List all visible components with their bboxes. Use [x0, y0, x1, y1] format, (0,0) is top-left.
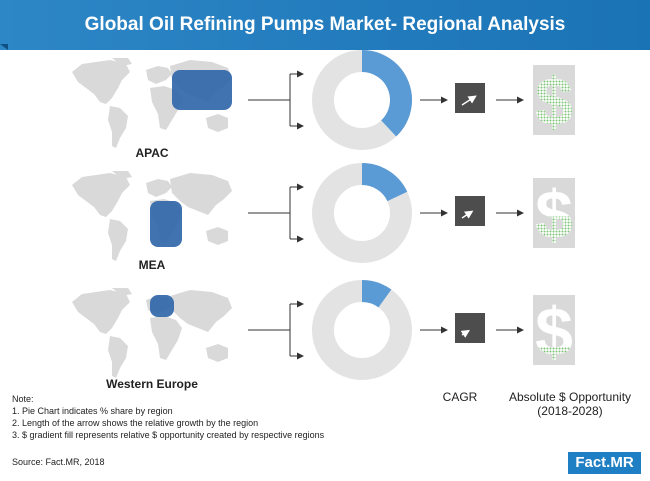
dollar-box	[533, 295, 575, 365]
highlighted-region	[172, 70, 232, 110]
opportunity-period: (2018-2028)	[537, 404, 603, 418]
dollar-icon: $	[535, 64, 573, 140]
dollar-icon: $	[535, 294, 573, 370]
dollar-box	[533, 178, 575, 248]
title-fold	[0, 44, 8, 50]
dollar-fill-icon: $	[535, 64, 573, 140]
factmr-logo[interactable]: Fact.MR	[568, 452, 641, 474]
highlighted-region	[150, 295, 174, 317]
region-row: $$	[72, 163, 575, 263]
notes-heading: Note:	[12, 394, 34, 404]
donut-ring	[312, 280, 412, 380]
dollar-fill-icon: $	[535, 294, 573, 370]
region-label-apac: APAC	[135, 146, 169, 160]
region-row: $$	[72, 280, 575, 380]
source-text: Source: Fact.MR, 2018	[12, 457, 105, 467]
note-item: 1. Pie Chart indicates % share by region	[12, 406, 173, 416]
opportunity-column-label: Absolute $ Opportunity (2018-2028)	[500, 390, 640, 418]
donut-slice	[361, 163, 408, 202]
regional-chart: $$$$$$	[72, 50, 575, 380]
cagr-arrow	[460, 329, 470, 338]
cagr-arrow	[461, 210, 474, 219]
cagr-box	[455, 196, 485, 226]
note-item: 2. Length of the arrow shows the relativ…	[12, 418, 259, 428]
notes: Note: 1. Pie Chart indicates % share by …	[12, 393, 324, 441]
opportunity-label: Absolute $ Opportunity	[508, 390, 632, 404]
donut-slice	[361, 280, 392, 308]
cagr-arrow	[461, 95, 477, 106]
page-title: Global Oil Refining Pumps Market- Region…	[84, 14, 566, 35]
cagr-box	[455, 313, 485, 343]
highlighted-region	[150, 201, 182, 247]
dollar-fill-icon: $	[535, 177, 573, 253]
region-label-western-europe: Western Europe	[106, 377, 198, 391]
note-item: 3. $ gradient fill represents relative $…	[12, 430, 325, 440]
cagr-column-label: CAGR	[442, 390, 478, 404]
region-label-mea: MEA	[138, 258, 166, 272]
title-bar: Global Oil Refining Pumps Market- Region…	[0, 0, 650, 50]
dollar-icon: $	[535, 177, 573, 253]
dollar-box	[533, 65, 575, 135]
region-row: $$	[72, 50, 575, 150]
cagr-box	[455, 83, 485, 113]
donut-slice	[361, 50, 412, 137]
